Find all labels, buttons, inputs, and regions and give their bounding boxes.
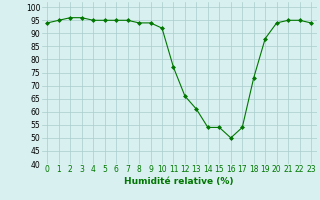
X-axis label: Humidité relative (%): Humidité relative (%) bbox=[124, 177, 234, 186]
